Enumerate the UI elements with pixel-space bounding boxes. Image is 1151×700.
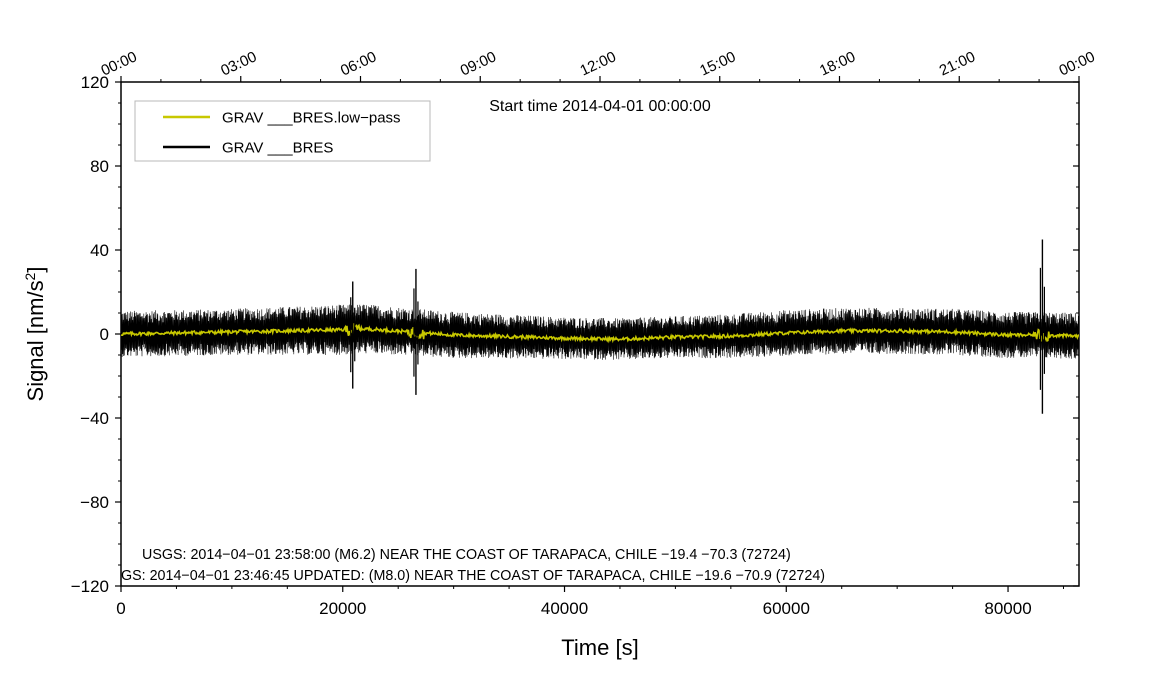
x-axis: 0 20000 40000 60000 80000: [116, 586, 1064, 618]
x-tick-label: 40000: [541, 599, 588, 618]
y-tick-label: 0: [100, 325, 109, 344]
chart-title: Start time 2014-04-01 00:00:00: [489, 98, 711, 115]
legend-label-raw: GRAV ___BRES: [222, 140, 333, 157]
y-tick-label: −120: [71, 577, 109, 596]
x-tick-label: 80000: [984, 599, 1031, 618]
legend: GRAV ___BRES.low−pass GRAV ___BRES: [134, 100, 431, 162]
spike-group: [350, 239, 1046, 414]
y-tick-label: 120: [81, 73, 109, 92]
x-axis-label: Time [s]: [561, 635, 638, 660]
y-axis-label: Signal [nm/s2]: [22, 267, 48, 402]
top-tick-label: 18:00: [817, 48, 858, 79]
y-axis: −120 −80 −40 0 40 80 120: [71, 73, 1079, 596]
top-tick-label: 12:00: [577, 48, 618, 79]
top-tick-label: 15:00: [697, 48, 738, 79]
y-tick-label: 40: [90, 241, 109, 260]
series-line-grav-bres-low-pass: [121, 323, 1079, 344]
legend-box: [134, 100, 431, 162]
y-tick-label: −80: [80, 493, 109, 512]
y-tick-label: 80: [90, 157, 109, 176]
x-tick-label: 20000: [319, 599, 366, 618]
annotation-usgs-m80: GS: 2014−04−01 23:46:45 UPDATED: (M8.0) …: [121, 568, 825, 584]
top-tick-label: 21:00: [937, 48, 978, 79]
top-tick-label: 03:00: [218, 48, 259, 79]
top-tick-label: 09:00: [458, 48, 499, 79]
top-tick-label: 06:00: [338, 48, 379, 79]
series-line-grav-bres: [121, 304, 1079, 360]
top-time-axis: 00:00 03:00 06:00 09:00 12:00 15:00 18:00 21:00…: [98, 48, 1098, 82]
y-tick-label: −40: [80, 409, 109, 428]
annotation-usgs-m62: USGS: 2014−04−01 23:58:00 (M6.2) NEAR TH…: [142, 547, 791, 563]
top-tick-label: 00:00: [1056, 48, 1097, 79]
x-tick-label: 60000: [763, 599, 810, 618]
x-tick-label: 0: [116, 599, 125, 618]
legend-label-low-pass: GRAV ___BRES.low−pass: [222, 110, 401, 127]
